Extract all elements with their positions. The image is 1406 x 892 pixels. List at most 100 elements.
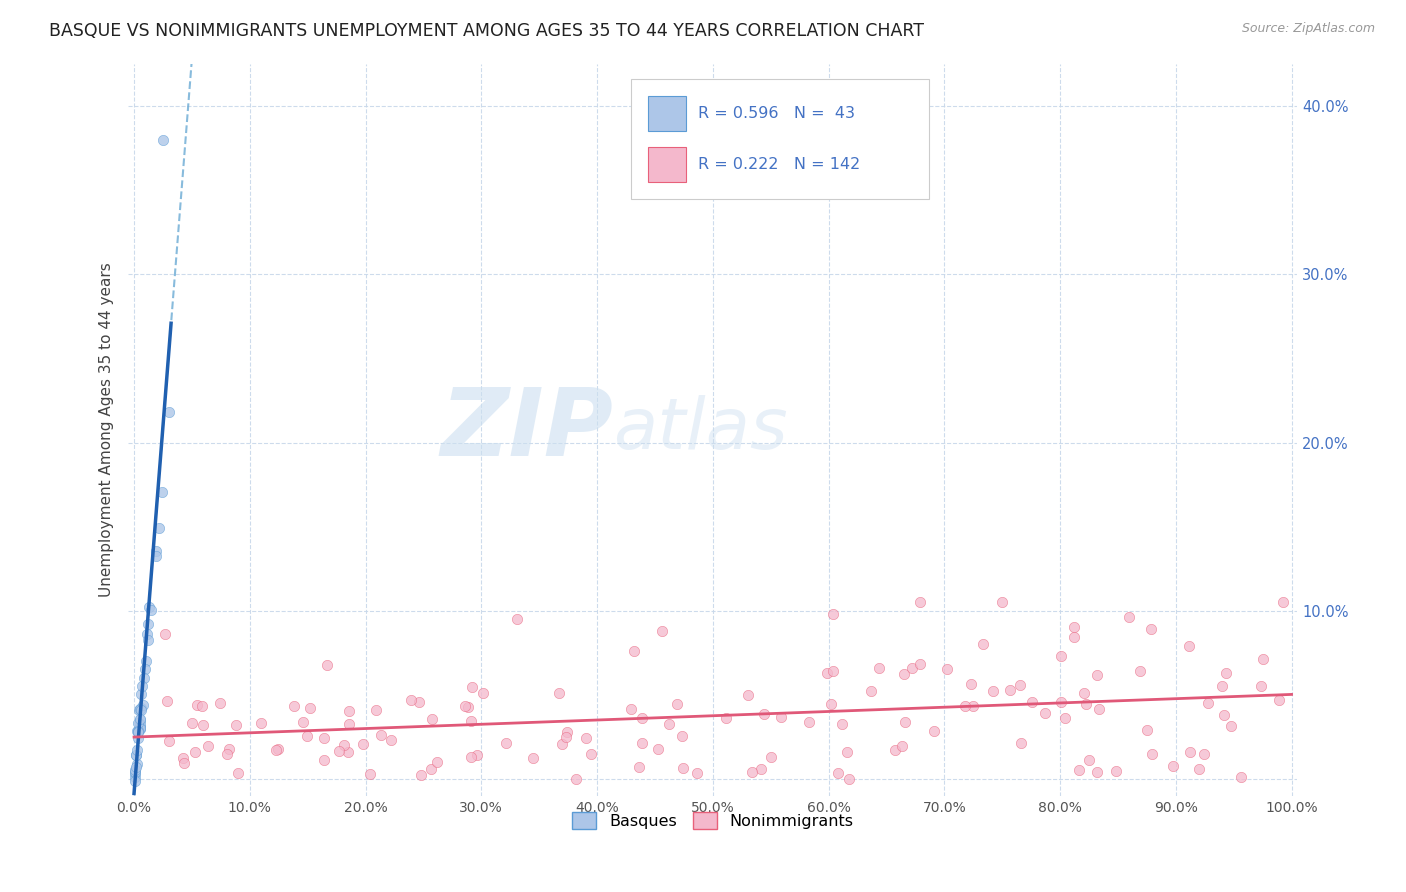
Point	[1088, 702, 1111, 716]
Point	[555, 730, 578, 744]
Point	[831, 717, 853, 731]
Point	[522, 751, 544, 765]
Point	[1008, 678, 1031, 692]
Point	[128, 703, 150, 717]
Point	[197, 739, 219, 753]
Point	[821, 607, 844, 622]
Point	[457, 699, 479, 714]
Point	[908, 657, 931, 672]
Point	[823, 664, 845, 678]
Point	[1085, 764, 1108, 779]
Point	[666, 697, 689, 711]
Point	[380, 733, 402, 747]
Point	[298, 701, 321, 715]
Point	[128, 713, 150, 727]
Point	[506, 612, 529, 626]
Point	[1033, 706, 1056, 720]
Point	[129, 703, 152, 717]
Point	[799, 714, 821, 729]
Point	[184, 745, 207, 759]
Point	[1140, 747, 1163, 761]
Point	[838, 772, 860, 786]
Point	[364, 703, 387, 717]
Point	[315, 658, 337, 673]
Point	[225, 718, 247, 732]
Point	[815, 665, 838, 680]
Point	[751, 763, 773, 777]
Point	[131, 687, 153, 701]
Point	[981, 683, 1004, 698]
Point	[127, 716, 149, 731]
Point	[575, 731, 598, 745]
Point	[134, 671, 156, 685]
Point	[1272, 595, 1295, 609]
Point	[218, 742, 240, 756]
Point	[217, 747, 239, 761]
Point	[893, 667, 915, 681]
Point	[883, 743, 905, 757]
Point	[769, 710, 792, 724]
Point	[998, 683, 1021, 698]
Point	[127, 724, 149, 739]
Point	[401, 693, 423, 707]
Point	[1197, 697, 1219, 711]
Point	[426, 755, 449, 769]
Point	[1010, 735, 1032, 749]
Point	[658, 717, 681, 731]
Point	[1139, 623, 1161, 637]
Point	[125, 743, 148, 757]
Point	[1230, 770, 1253, 784]
Point	[1267, 693, 1289, 707]
FancyBboxPatch shape	[648, 147, 686, 182]
Point	[328, 744, 350, 758]
Point	[1063, 630, 1085, 644]
Point	[671, 729, 693, 743]
Point	[297, 729, 319, 743]
Point	[495, 736, 517, 750]
Point	[671, 761, 693, 775]
Point	[129, 717, 152, 731]
Point	[128, 720, 150, 734]
Point	[1074, 698, 1097, 712]
Point	[953, 699, 976, 714]
Point	[136, 617, 159, 632]
Point	[752, 707, 775, 722]
Point	[460, 750, 482, 764]
Point	[352, 737, 374, 751]
Point	[1105, 764, 1128, 778]
Point	[1215, 666, 1237, 681]
Point	[579, 747, 602, 761]
Text: BASQUE VS NONIMMIGRANTS UNEMPLOYMENT AMONG AGES 35 TO 44 YEARS CORRELATION CHART: BASQUE VS NONIMMIGRANTS UNEMPLOYMENT AMO…	[49, 22, 924, 40]
Point	[1085, 667, 1108, 681]
Point	[894, 715, 917, 730]
Point	[152, 133, 174, 147]
Point	[128, 712, 150, 726]
Point	[124, 764, 146, 779]
Point	[337, 744, 360, 758]
Point	[124, 766, 146, 780]
Point	[157, 733, 180, 747]
Point	[1050, 648, 1073, 663]
Point	[1211, 679, 1233, 693]
Point	[548, 686, 571, 700]
Point	[139, 603, 162, 617]
Point	[150, 485, 173, 500]
Point	[127, 724, 149, 739]
Point	[157, 405, 180, 419]
Point	[908, 595, 931, 609]
Y-axis label: Unemployment Among Ages 35 to 44 years: Unemployment Among Ages 35 to 44 years	[100, 262, 114, 598]
Point	[1188, 762, 1211, 776]
Point	[1050, 695, 1073, 709]
Point	[226, 766, 249, 780]
Point	[420, 712, 443, 726]
Point	[627, 759, 650, 773]
Point	[193, 718, 215, 732]
Point	[835, 745, 858, 759]
Point	[620, 702, 643, 716]
Point	[127, 723, 149, 738]
Point	[125, 748, 148, 763]
Text: ZIP: ZIP	[440, 384, 613, 476]
Point	[1054, 710, 1077, 724]
Point	[145, 549, 167, 563]
Point	[565, 772, 588, 786]
